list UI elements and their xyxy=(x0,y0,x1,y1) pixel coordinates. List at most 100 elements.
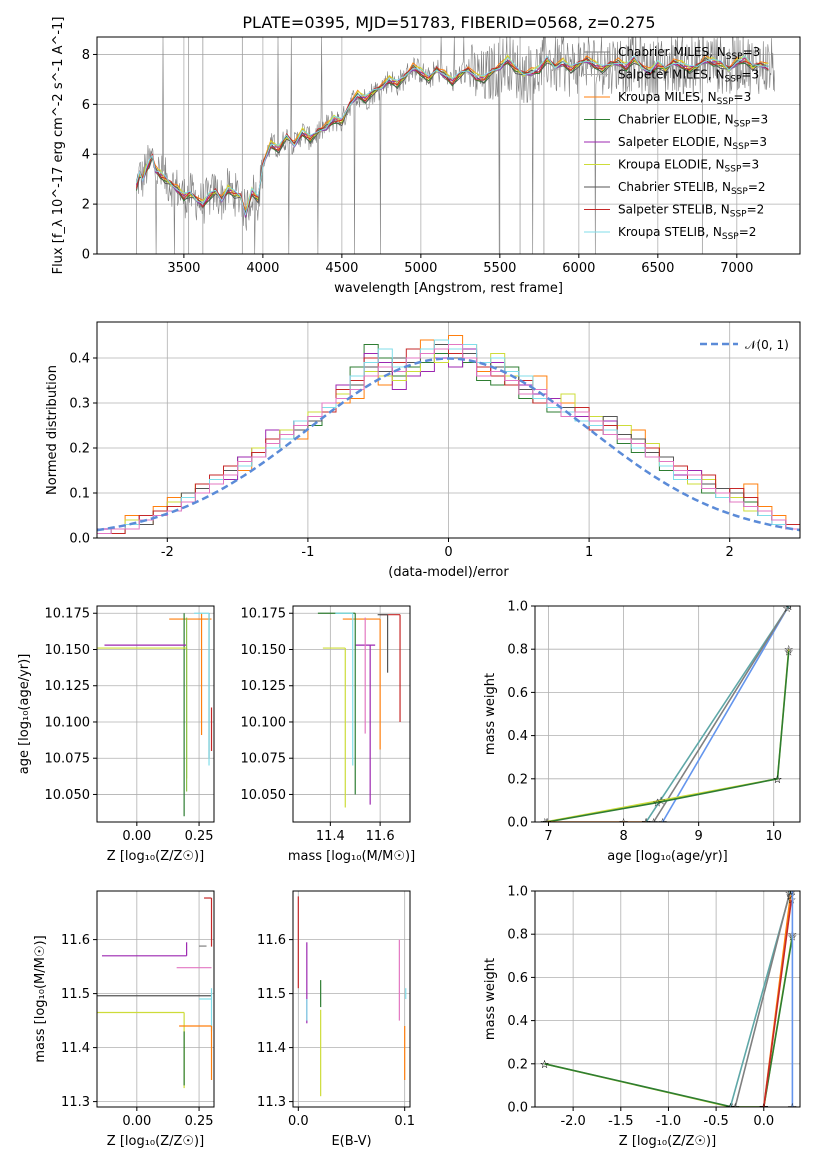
residuals-panel: -2 -1 0 1 2 0.0 0.1 0.2 0.3 0.4 (data-model)/error… xyxy=(45,321,801,580)
x-tick-label: -2.0 xyxy=(560,1114,585,1129)
star-marker: ☆ xyxy=(773,773,783,786)
y-tick-label: 10.175 xyxy=(241,607,287,622)
star-marker: ☆ xyxy=(649,816,659,829)
star-marker: ☆ xyxy=(540,816,550,829)
model-spectrum-line xyxy=(136,55,769,216)
y-tick-label: 0.2 xyxy=(507,772,528,787)
x-tick-label: 0.0 xyxy=(753,1114,774,1129)
chart-panels: 3500 4000 4500 5000 5500 6000 6500 7000 0 2 4 6 8 wav… xyxy=(17,17,801,1149)
residuals-plot-area xyxy=(97,335,800,534)
mass-weight-line xyxy=(546,651,790,822)
x-tick-label: -1.0 xyxy=(656,1114,681,1129)
star-marker: ☆ xyxy=(730,1101,740,1114)
mass-weight-line xyxy=(734,893,791,1107)
star-marker: ☆ xyxy=(540,1058,550,1071)
star-marker: ☆ xyxy=(786,894,796,907)
star-marker: ☆ xyxy=(619,816,629,829)
y-axis-label: Normed distribution xyxy=(45,365,60,495)
x-tick-label: 7000 xyxy=(720,261,753,276)
y-tick-label: 11.5 xyxy=(61,987,90,1002)
star-marker: ☆ xyxy=(759,1101,769,1114)
legend-entry: 𝒩(0, 1) xyxy=(745,338,789,352)
x-tick-label: 1 xyxy=(585,545,593,560)
y-tick-label: 4 xyxy=(82,148,90,163)
mass-vs-ebv-plot-area xyxy=(297,896,407,1097)
x-tick-label: 10 xyxy=(765,829,782,844)
star-marker: ☆ xyxy=(641,816,651,829)
y-tick-label: 0.2 xyxy=(507,1057,528,1072)
y-tick-label: 0.0 xyxy=(507,816,528,831)
y-tick-label: 0.4 xyxy=(507,729,528,744)
x-axis-label: age [log₁₀(age/yr)] xyxy=(607,849,728,864)
y-tick-label: 0.6 xyxy=(507,686,528,701)
star-marker: ☆ xyxy=(542,816,552,829)
y-axis-label: mass weight xyxy=(483,958,498,1040)
gaussian-curve xyxy=(97,357,800,532)
y-tick-label: 10.100 xyxy=(45,715,91,730)
star-marker: ☆ xyxy=(725,1101,735,1114)
mass-weight-line xyxy=(652,607,788,822)
y-tick-label: 11.6 xyxy=(61,933,90,948)
model-spectrum-line xyxy=(136,58,769,217)
star-marker: ☆ xyxy=(786,889,796,902)
mass-vs-ebv-panel: 0.0 0.1 11.3 11.4 11.5 11.6 E(B-V) xyxy=(257,890,415,1149)
x-axis-label: Z [log₁₀(Z/Z☉)] xyxy=(619,1134,716,1149)
y-tick-label: 0.3 xyxy=(69,397,90,412)
x-tick-label: 0.25 xyxy=(185,1114,214,1129)
mass-vs-Z-frame xyxy=(96,890,215,1108)
legend-entry: Kroupa STELIB, NSSP=2 xyxy=(618,225,756,242)
star-marker: ☆ xyxy=(784,643,794,656)
x-tick-label: 0.00 xyxy=(122,829,151,844)
x-tick-label: 5000 xyxy=(404,261,437,276)
y-tick-label: 8 xyxy=(82,48,90,63)
y-tick-label: 10.175 xyxy=(45,607,91,622)
star-marker: ☆ xyxy=(542,816,552,829)
x-axis-label: (data-model)/error xyxy=(388,565,509,580)
model-spectrum-line xyxy=(136,55,769,218)
star-marker: ☆ xyxy=(787,1101,797,1114)
star-marker: ☆ xyxy=(784,645,794,658)
y-tick-label: 11.4 xyxy=(257,1041,286,1056)
y-tick-label: 0.8 xyxy=(507,643,528,658)
x-tick-label: -0.5 xyxy=(703,1114,728,1129)
y-tick-label: 0.0 xyxy=(507,1101,528,1116)
residual-histogram xyxy=(97,348,800,530)
mass-weight-vs-Z-panel: ☆☆☆☆☆☆☆☆☆☆☆☆☆☆☆☆☆☆-2.0 -1.5 -1.0 -0.5 0.0 0.0… xyxy=(483,885,801,1149)
mass-vs-Z-plot-area xyxy=(97,897,213,1089)
legend-entry: Kroupa ELODIE, NSSP=3 xyxy=(618,158,759,175)
y-tick-label: 10.150 xyxy=(45,643,91,658)
spectrum-plot-area xyxy=(136,37,775,254)
x-tick-label: 6500 xyxy=(641,261,674,276)
x-axis-label: Z [log₁₀(Z/Z☉)] xyxy=(107,849,204,864)
mass-weight-line xyxy=(763,899,793,1107)
spectrum-frame xyxy=(96,36,801,255)
y-tick-label: 10.050 xyxy=(45,788,91,803)
x-tick-label: 0.1 xyxy=(394,1114,415,1129)
star-marker: ☆ xyxy=(727,1101,737,1114)
mass-weight-line xyxy=(661,606,790,822)
legend-entry: Kroupa MILES, NSSP=3 xyxy=(618,90,751,107)
y-tick-label: 10.150 xyxy=(241,643,287,658)
x-tick-label: 0 xyxy=(444,545,452,560)
mass-weight-vs-Z-frame xyxy=(534,890,801,1108)
y-tick-label: 11.4 xyxy=(61,1041,90,1056)
star-marker: ☆ xyxy=(786,885,796,898)
x-axis-label: wavelength [Angstrom, rest frame] xyxy=(334,281,563,296)
x-tick-label: 2 xyxy=(726,545,734,560)
y-tick-label: 0.1 xyxy=(69,487,90,502)
y-tick-label: 11.3 xyxy=(257,1095,286,1110)
model-spectrum-line xyxy=(136,57,769,214)
legend-entry: Salpeter STELIB, NSSP=2 xyxy=(618,203,764,220)
y-tick-label: 10.125 xyxy=(241,679,287,694)
y-tick-label: 10.075 xyxy=(241,752,287,767)
age-vs-mass-frame xyxy=(292,605,411,823)
y-tick-label: 10.075 xyxy=(45,752,91,767)
mass-weight-vs-age-panel: ☆☆☆☆☆☆☆☆☆☆☆☆☆☆☆☆☆7 8 9 10 0.0 0.2 0.4 0.6 0.8 1.0… xyxy=(483,600,801,864)
y-tick-label: 0.8 xyxy=(507,928,528,943)
mass-weight-vs-Z-plot-area: ☆☆☆☆☆☆☆☆☆☆☆☆☆☆☆☆☆☆ xyxy=(540,885,797,1114)
star-marker: ☆ xyxy=(656,794,666,807)
y-axis-label: age [log₁₀(age/yr)] xyxy=(17,654,32,775)
x-tick-label: 4000 xyxy=(246,261,279,276)
y-tick-label: 2 xyxy=(82,198,90,213)
star-marker: ☆ xyxy=(785,887,795,900)
